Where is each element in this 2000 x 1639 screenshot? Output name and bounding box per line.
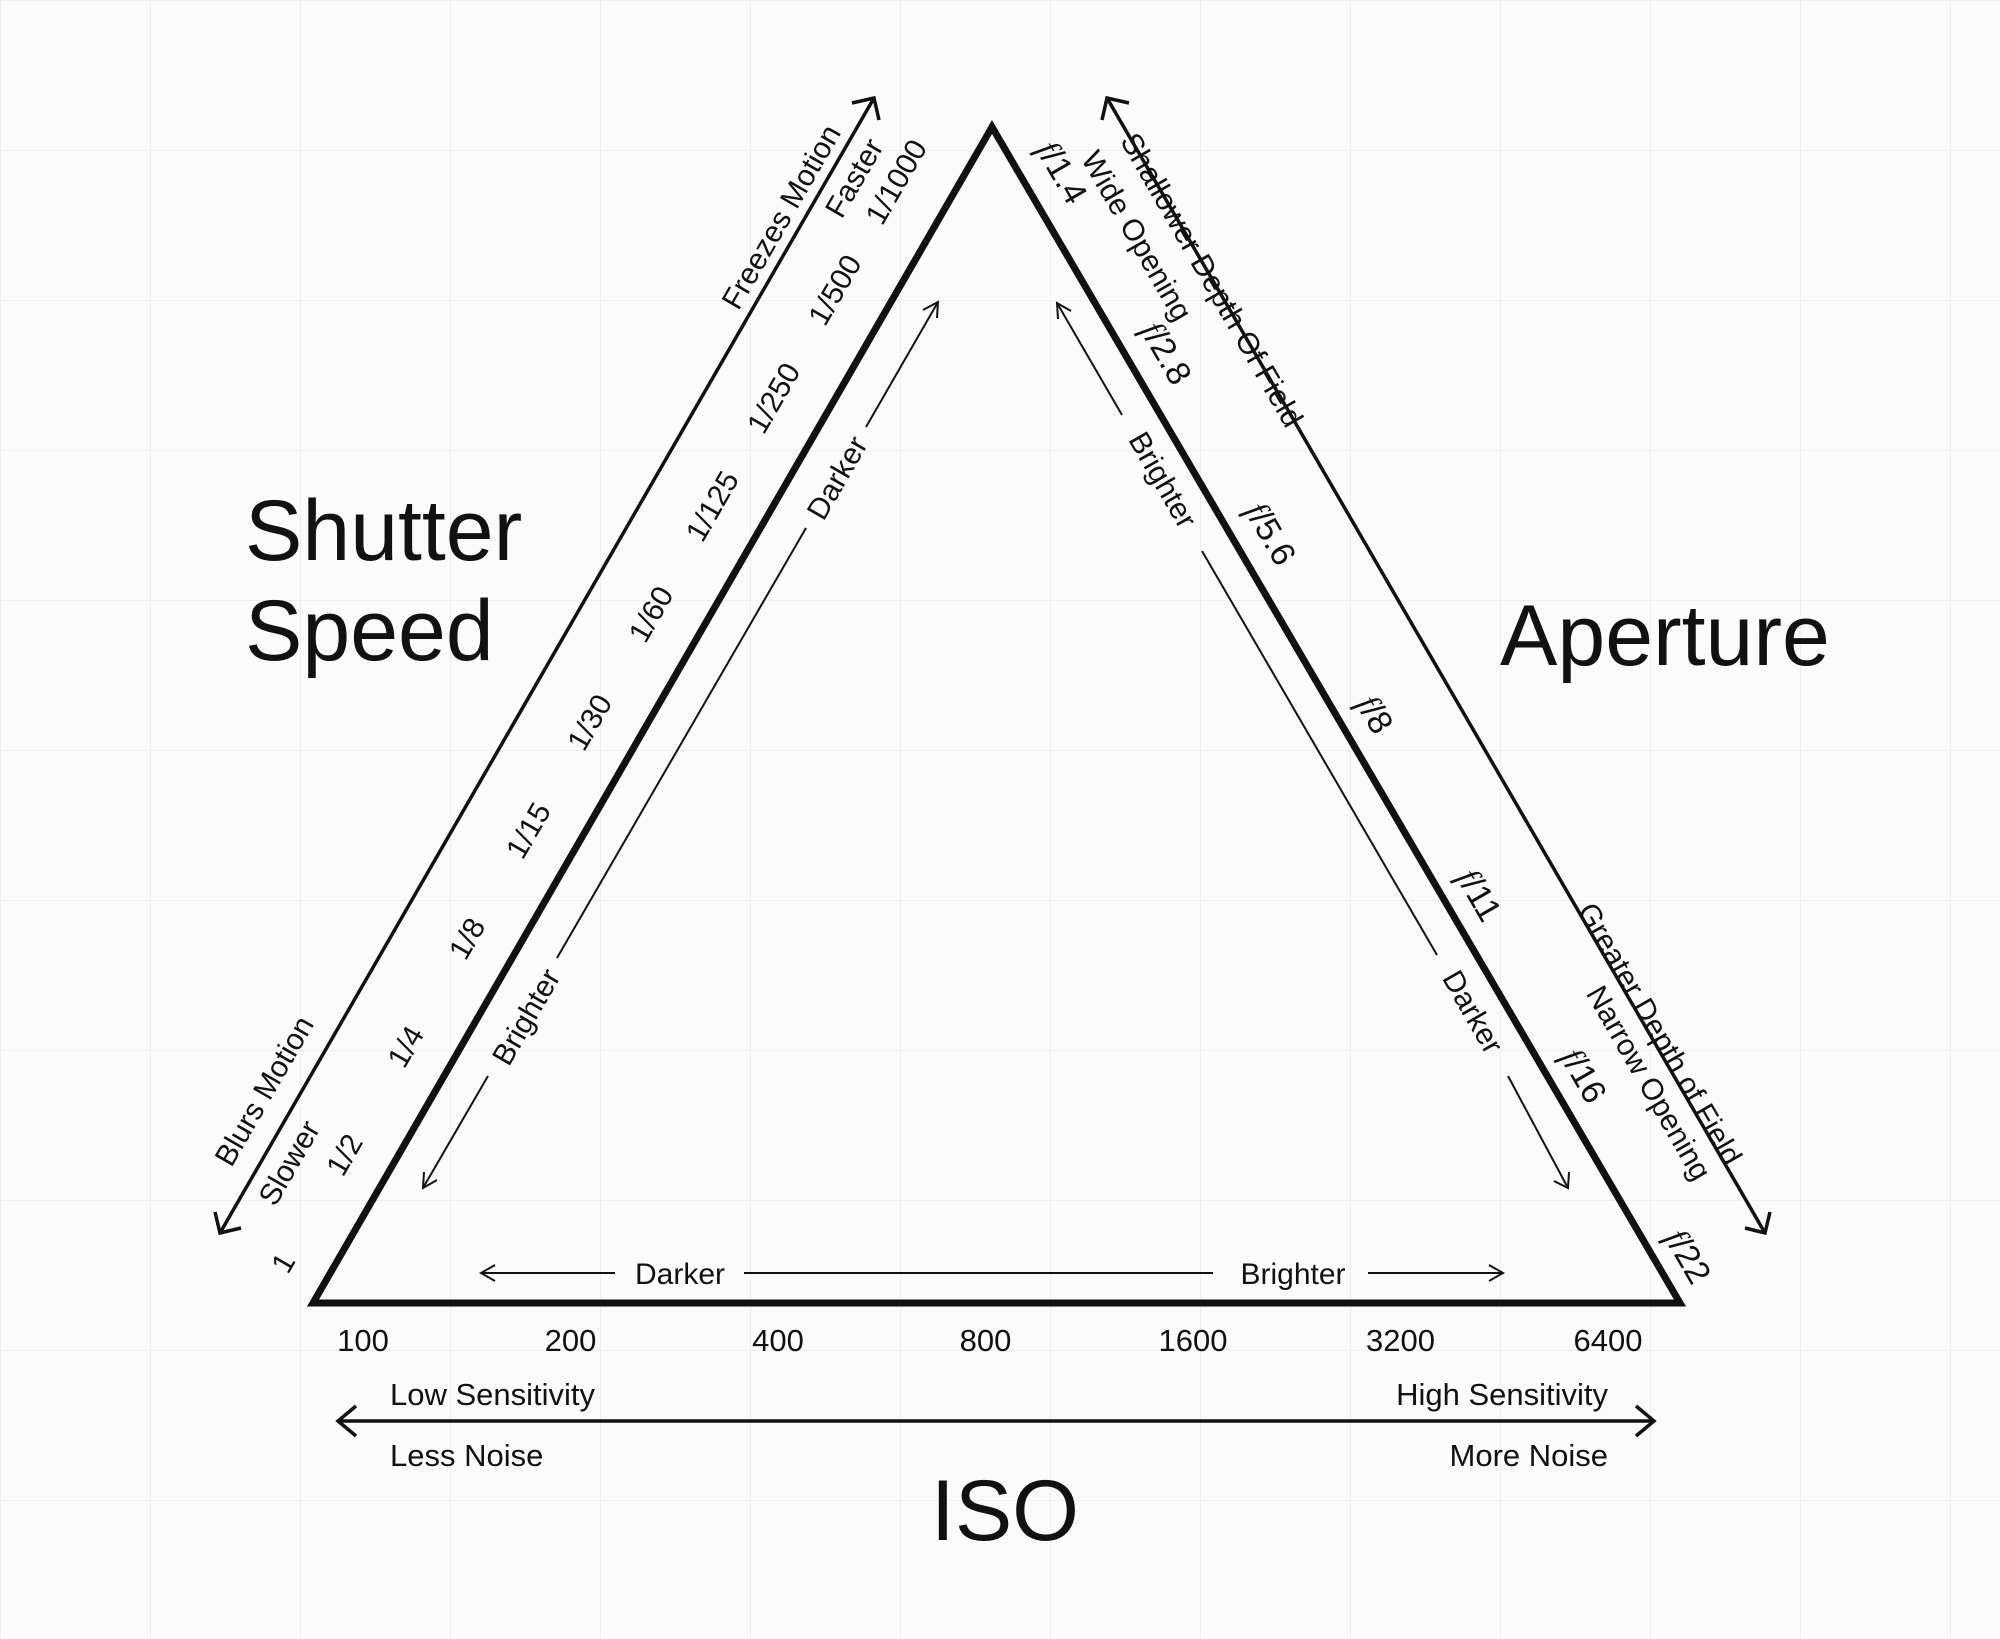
less-noise-label: Less Noise: [390, 1438, 543, 1473]
iso-outer-arrow: [335, 1404, 1657, 1438]
low-sensitivity-label: Low Sensitivity: [390, 1377, 596, 1412]
aperture-f-stop-value: f/8: [1349, 689, 1401, 741]
aperture-inner-arrow: [1055, 301, 1570, 1190]
shutter-inner-arrow: [421, 300, 940, 1190]
shutter-speed-value: 1/4: [382, 1021, 431, 1074]
shutter-speed-value: 1/2: [320, 1129, 369, 1182]
iso-value: 400: [752, 1323, 804, 1358]
more-noise-label: More Noise: [1450, 1438, 1609, 1473]
slower-label: Slower: [253, 1115, 327, 1211]
iso-inner-brighter-label: Brighter: [1240, 1258, 1345, 1291]
high-sensitivity-label: High Sensitivity: [1396, 1377, 1608, 1412]
aperture-f-stop-values: f/1.4f/2.8f/5.6f/8f/11f/16f/22: [1029, 135, 1719, 1291]
iso-value: 800: [960, 1323, 1012, 1358]
shutter-speed-title-line1: Shutter: [245, 483, 522, 579]
iso-value: 1600: [1159, 1323, 1228, 1358]
iso-value: 200: [545, 1323, 597, 1358]
shutter-speed-value: 1/60: [623, 581, 681, 648]
iso-values: 100 200 400 800 1600 3200 6400: [337, 1323, 1642, 1358]
shutter-speed-values: 11/21/41/81/151/301/601/1251/2501/5001/1…: [265, 134, 934, 1278]
iso-title: ISO: [931, 1463, 1079, 1559]
aperture-inner-darker-label: Darker: [1435, 965, 1509, 1059]
iso-inner-arrow: [478, 1264, 1506, 1282]
exposure-triangle: [306, 120, 1687, 1307]
iso-value: 100: [337, 1323, 389, 1358]
shutter-speed-value: 1/500: [802, 250, 868, 332]
aperture-inner-brighter-label: Brighter: [1122, 427, 1203, 534]
shutter-speed-value: 1/30: [561, 689, 619, 756]
shutter-speed-value: 1/250: [741, 358, 807, 440]
aperture-title: Aperture: [1500, 588, 1830, 684]
shutter-speed-value: 1/8: [443, 913, 492, 966]
shutter-speed-value: 1: [265, 1248, 302, 1279]
aperture-outer-arrow: [1100, 95, 1772, 1236]
shutter-outer-arrow: [213, 95, 881, 1236]
shutter-speed-title-line2: Speed: [245, 583, 494, 679]
shutter-speed-value: 1/125: [680, 466, 746, 548]
iso-value: 6400: [1574, 1323, 1643, 1358]
iso-value: 3200: [1366, 1323, 1435, 1358]
iso-inner-darker-label: Darker: [635, 1258, 725, 1291]
shutter-speed-value: 1/15: [500, 797, 558, 864]
